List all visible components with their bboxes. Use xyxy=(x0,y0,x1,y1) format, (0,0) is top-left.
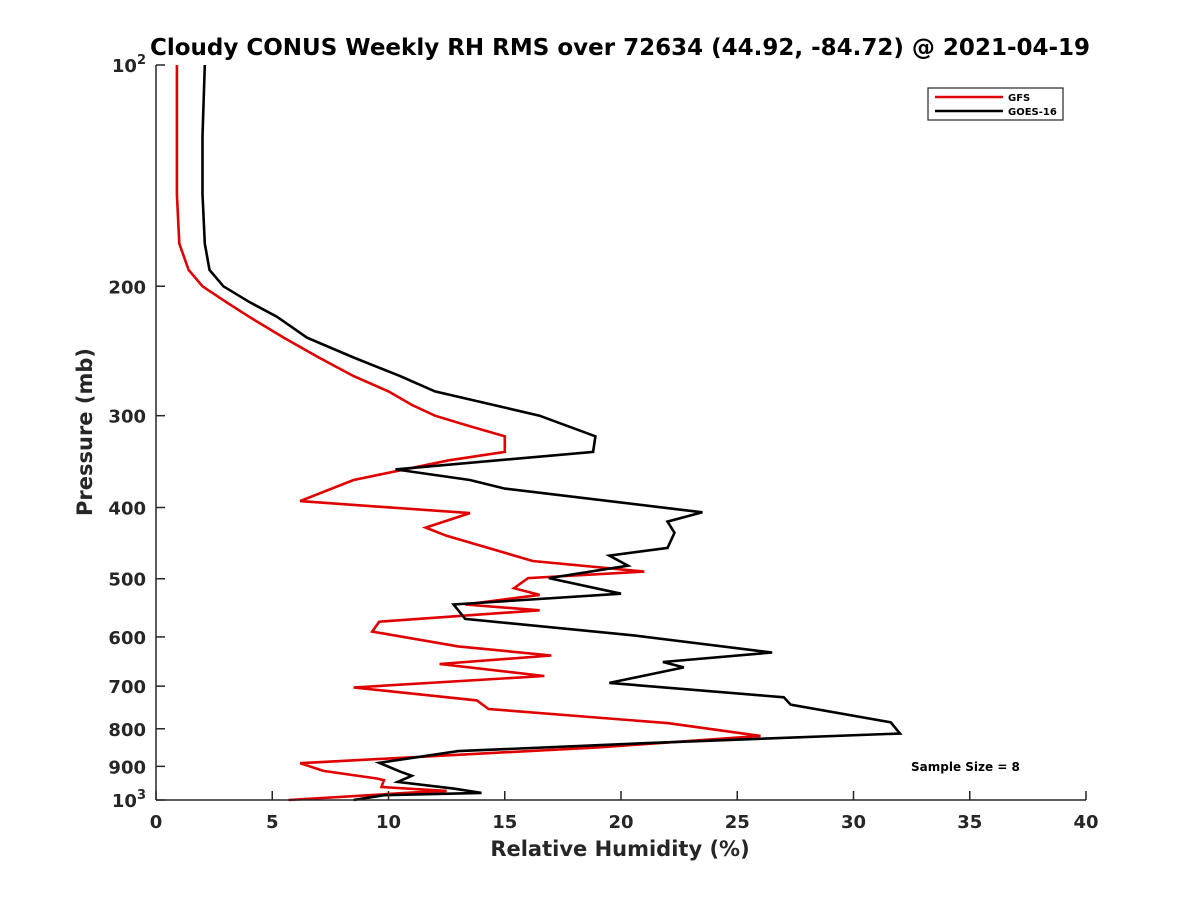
sample-size-annotation: Sample Size = 8 xyxy=(911,760,1020,774)
legend-label-goes-16: GOES-16 xyxy=(1008,107,1057,118)
x-axis-label: Relative Humidity (%) xyxy=(490,837,749,861)
y-tick-label: 800 xyxy=(108,720,146,741)
x-tick-label: 5 xyxy=(266,812,279,833)
y-tick-label: 600 xyxy=(108,628,146,649)
x-tick-label: 30 xyxy=(841,812,866,833)
y-tick-label: 500 xyxy=(108,570,146,591)
y-tick-label: 103 xyxy=(112,788,146,812)
x-tick-label: 15 xyxy=(492,812,517,833)
x-tick-label: 20 xyxy=(608,812,633,833)
legend-label-gfs: GFS xyxy=(1008,93,1030,104)
x-tick-label: 25 xyxy=(725,812,750,833)
y-tick-label: 700 xyxy=(108,677,146,698)
series-line-goes-16 xyxy=(201,64,903,802)
x-tick-label: 40 xyxy=(1073,812,1098,833)
legend-box xyxy=(927,87,1064,121)
chart-title: Cloudy CONUS Weekly RH RMS over 72634 (4… xyxy=(150,35,1090,61)
x-tick-label: 0 xyxy=(150,812,163,833)
legend: GFS GOES-16 xyxy=(927,87,1064,121)
series-layer xyxy=(175,64,903,802)
y-axis-label: Pressure (mb) xyxy=(73,348,97,516)
y-tick-label: 300 xyxy=(108,407,146,428)
y-tick-label: 102 xyxy=(112,53,146,77)
x-tick-label: 10 xyxy=(376,812,401,833)
x-tick-label: 35 xyxy=(957,812,982,833)
y-tick-label: 900 xyxy=(108,757,146,778)
y-ticks: 102 200 300 400 500 600 700 800 900 103 xyxy=(108,53,165,812)
x-ticks: 0 5 10 15 20 25 30 35 40 xyxy=(150,791,1099,833)
y-tick-label: 200 xyxy=(108,277,146,298)
y-tick-label: 400 xyxy=(108,499,146,520)
